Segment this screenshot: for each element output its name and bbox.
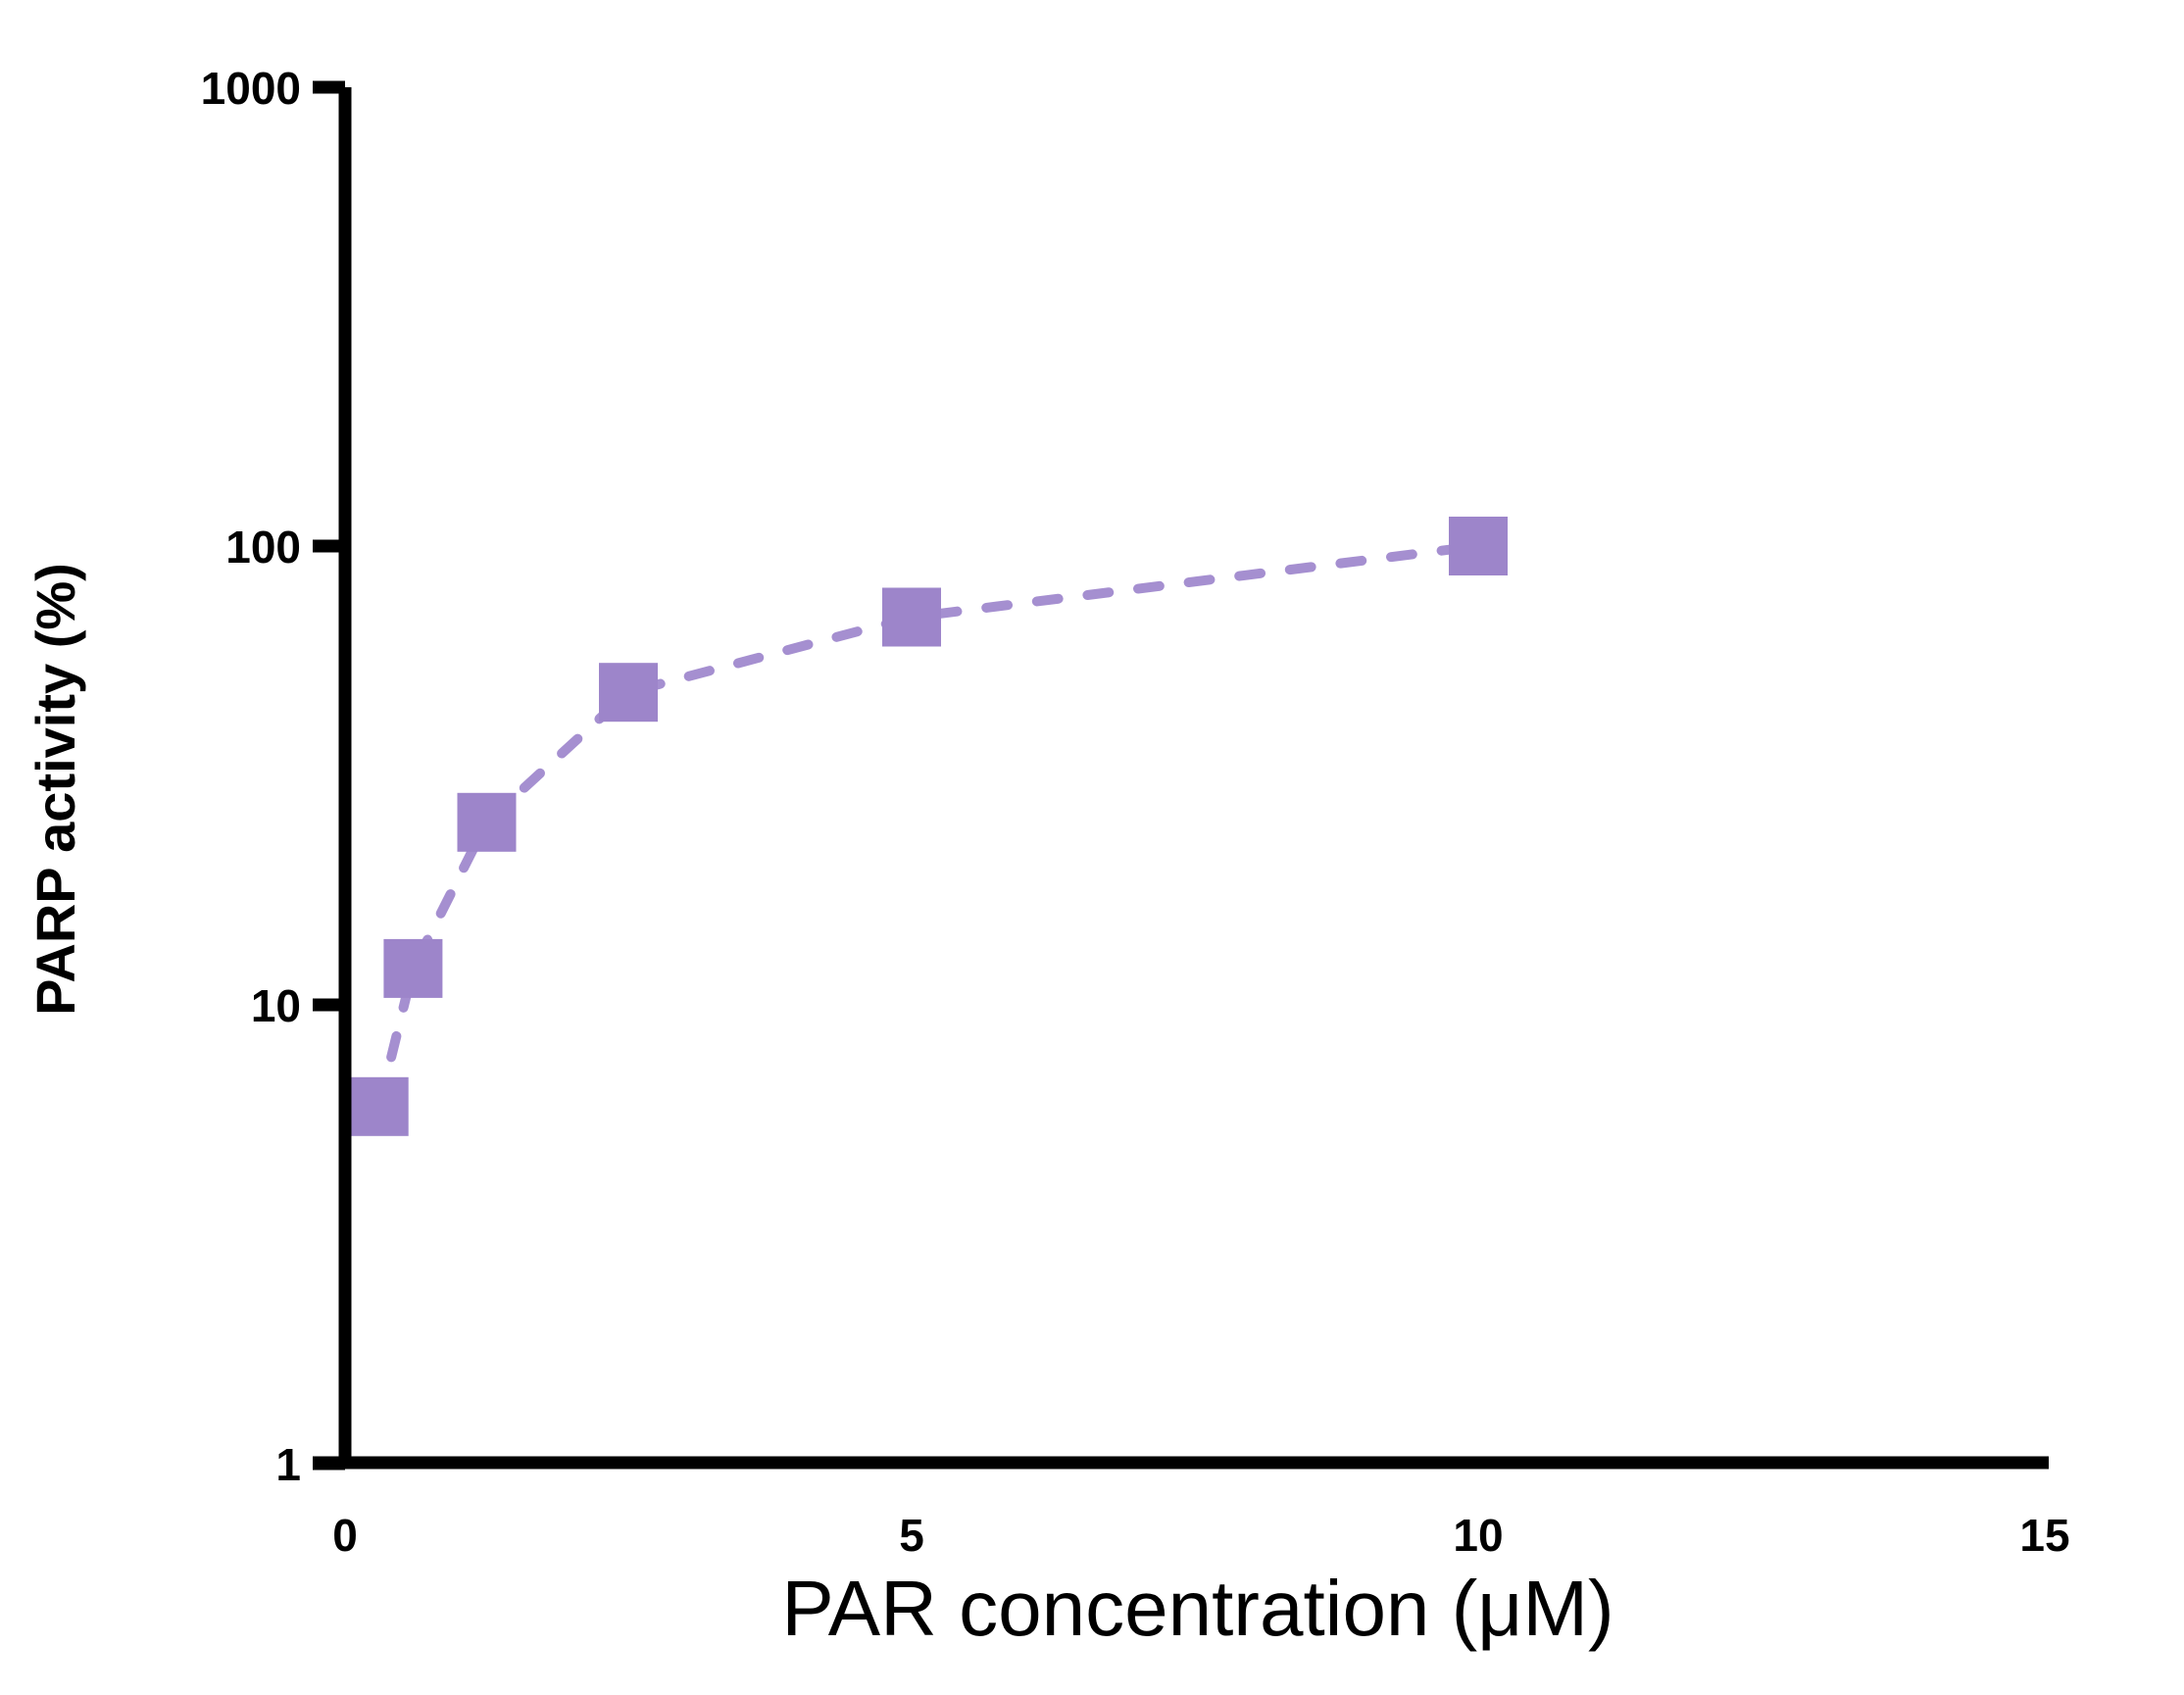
data-point-marker [383, 938, 443, 998]
x-axis-title: PAR concentration (μM) [781, 1565, 1613, 1652]
y-axis [313, 80, 352, 1471]
x-axis-tick-labels: 0 5 10 15 [332, 1510, 2069, 1561]
y-axis-tick-labels: 1 10 100 1000 [201, 63, 301, 1490]
y-axis-title: PARP activity (%) [25, 563, 86, 1016]
data-point-marker [1449, 517, 1508, 575]
data-point-marker [457, 792, 517, 852]
y-tick-label: 1 [275, 1439, 301, 1490]
y-tick-label: 100 [225, 522, 301, 573]
data-point-marker [599, 663, 658, 723]
data-series-markers [349, 517, 1508, 1136]
x-tick-label: 10 [1453, 1510, 1503, 1561]
x-tick-label: 5 [899, 1510, 924, 1561]
y-tick-label: 1000 [201, 63, 301, 114]
data-point-marker [349, 1076, 409, 1136]
data-point-marker [882, 587, 941, 647]
x-tick-label: 15 [2019, 1510, 2069, 1561]
x-tick-label: 0 [332, 1510, 358, 1561]
y-tick-label: 10 [251, 980, 301, 1031]
